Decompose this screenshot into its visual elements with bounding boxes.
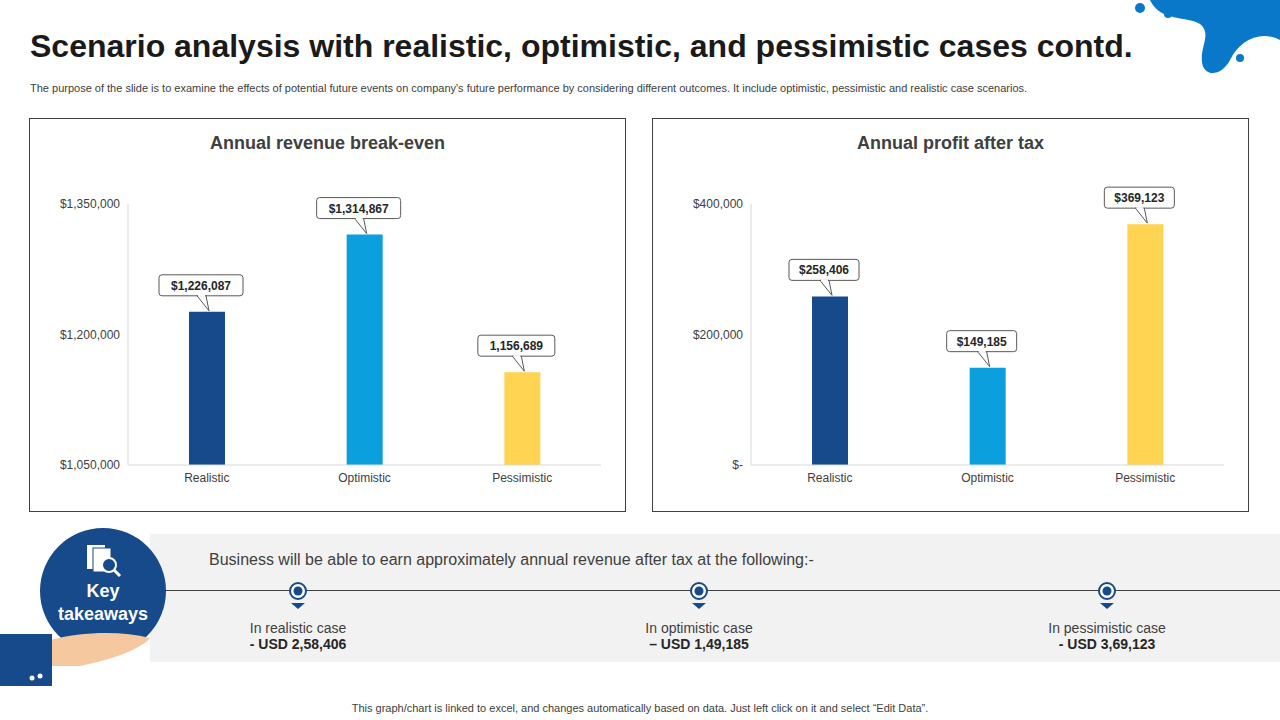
html-text:In optimistic case: In optimistic case xyxy=(645,620,753,636)
svg-text:$258,406: $258,406 xyxy=(799,263,849,277)
svg-text:$1,050,000: $1,050,000 xyxy=(60,458,120,472)
svg-text:$400,000: $400,000 xyxy=(693,197,743,211)
html-text:– USD 1,49,185: – USD 1,49,185 xyxy=(649,636,749,652)
html-text:Key takeaways: Key takeaways xyxy=(58,581,148,624)
svg-text:$1,350,000: $1,350,000 xyxy=(60,197,120,211)
svg-text:Optimistic: Optimistic xyxy=(961,471,1014,485)
html-text:Annual profit after tax: Annual profit after tax xyxy=(857,133,1044,153)
svg-text:$369,123: $369,123 xyxy=(1114,191,1164,205)
svg-text:$1,314,867: $1,314,867 xyxy=(329,202,389,216)
svg-text:Pessimistic: Pessimistic xyxy=(1115,471,1175,485)
html-text:- USD 2,58,406: - USD 2,58,406 xyxy=(249,636,347,652)
html-text:In pessimistic case: In pessimistic case xyxy=(1048,620,1166,636)
svg-text:$200,000: $200,000 xyxy=(693,328,743,342)
html-text:- USD 3,69,123: - USD 3,69,123 xyxy=(1058,636,1156,652)
svg-text:Pessimistic: Pessimistic xyxy=(492,471,552,485)
html-text:The purpose of the slide is to: The purpose of the slide is to examine t… xyxy=(30,82,1028,94)
svg-text:$1,200,000: $1,200,000 xyxy=(60,328,120,342)
svg-text:1,156,689: 1,156,689 xyxy=(490,339,544,353)
svg-text:$1,226,087: $1,226,087 xyxy=(171,279,231,293)
svg-text:Realistic: Realistic xyxy=(184,471,229,485)
html-text:Annual revenue break-even: Annual revenue break-even xyxy=(210,133,445,153)
svg-text:Optimistic: Optimistic xyxy=(338,471,391,485)
html-text:This graph/chart is linked to: This graph/chart is linked to excel, and… xyxy=(351,702,929,714)
html-text:Scenario analysis with realist: Scenario analysis with realistic, optimi… xyxy=(30,28,1133,64)
html-text:In realistic case: In realistic case xyxy=(249,620,347,636)
svg-text:$-: $- xyxy=(732,458,743,472)
svg-text:$149,185: $149,185 xyxy=(957,335,1007,349)
svg-text:Realistic: Realistic xyxy=(807,471,852,485)
html-text:Business will be able to earn: Business will be able to earn approximat… xyxy=(209,551,814,568)
